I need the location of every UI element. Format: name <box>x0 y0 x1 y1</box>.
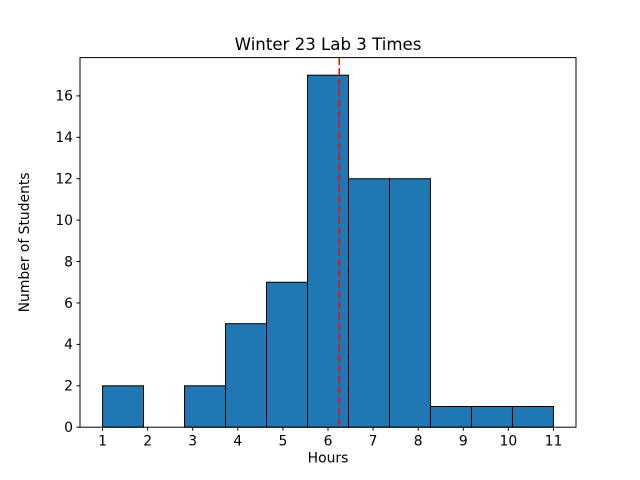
x-tick-label: 11 <box>545 434 563 450</box>
y-tick-label: 2 <box>64 379 73 395</box>
y-tick-label: 6 <box>64 296 73 312</box>
x-tick-label: 9 <box>459 434 468 450</box>
x-tick-label: 7 <box>369 434 378 450</box>
x-tick-label: 6 <box>324 434 333 450</box>
x-tick-label: 4 <box>233 434 242 450</box>
y-tick-label: 8 <box>64 254 73 270</box>
x-tick-label: 10 <box>500 434 518 450</box>
y-tick-label: 12 <box>55 172 73 188</box>
y-tick-label: 16 <box>55 89 73 105</box>
y-tick-label: 10 <box>55 213 73 229</box>
histogram-bar <box>102 385 145 428</box>
x-axis-label: Hours <box>308 451 349 467</box>
y-axis-label: Number of Students <box>17 172 33 312</box>
x-tick-label: 3 <box>188 434 197 450</box>
x-tick-label: 8 <box>414 434 423 450</box>
histogram-bar <box>511 405 554 428</box>
y-tick-label: 4 <box>64 337 73 353</box>
histogram-bar <box>429 405 472 428</box>
y-tick-label: 14 <box>55 130 73 146</box>
histogram-bar <box>225 323 268 428</box>
y-tick-label: 0 <box>64 420 73 436</box>
histogram-bar <box>388 178 431 428</box>
x-tick-label: 1 <box>98 434 107 450</box>
chart-title: Winter 23 Lab 3 Times <box>235 35 422 54</box>
histogram-bar <box>470 405 513 428</box>
histogram-bar <box>266 281 309 428</box>
x-tick-label: 2 <box>143 434 152 450</box>
x-tick-label: 5 <box>278 434 287 450</box>
histogram-bar <box>184 385 227 428</box>
histogram-bar <box>347 178 390 428</box>
histogram-bar <box>307 74 350 428</box>
